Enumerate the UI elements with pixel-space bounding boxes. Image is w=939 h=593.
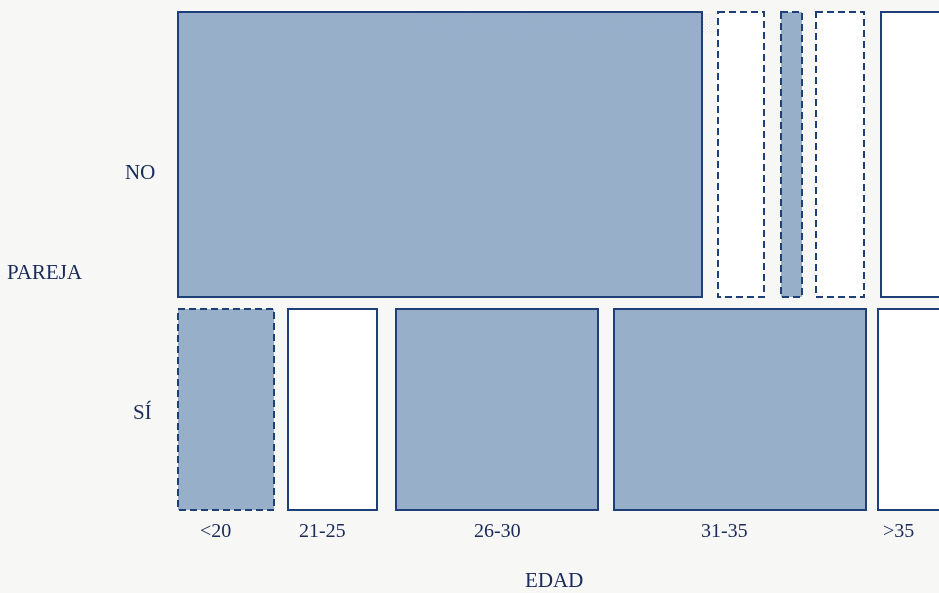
tile-no-lt20-0 <box>177 11 703 298</box>
row-label-si: SÍ <box>133 400 152 424</box>
tile-no-31-35-5 <box>815 11 865 298</box>
tile-si-26-30-9 <box>395 308 599 511</box>
x-axis-title: EDAD <box>525 568 584 592</box>
y-axis-title: PAREJA <box>7 260 83 284</box>
tile-si-gt35-11 <box>877 308 939 511</box>
column-label-26-30: 26-30 <box>474 520 521 542</box>
tile-si-lt20-7 <box>177 308 275 511</box>
tile-si-21-25-8 <box>287 308 378 511</box>
tile-si-31-35-10 <box>613 308 867 511</box>
tile-no-31-35-4 <box>780 11 803 298</box>
tile-no-gt35-6 <box>880 11 939 298</box>
column-label-lt20: <20 <box>200 520 232 542</box>
column-label-31-35: 31-35 <box>701 520 748 542</box>
column-label-gt35: >35 <box>883 520 915 542</box>
tile-no-31-35-3 <box>717 11 765 298</box>
column-label-21-25: 21-25 <box>299 520 346 542</box>
row-label-no: NO <box>125 160 156 184</box>
